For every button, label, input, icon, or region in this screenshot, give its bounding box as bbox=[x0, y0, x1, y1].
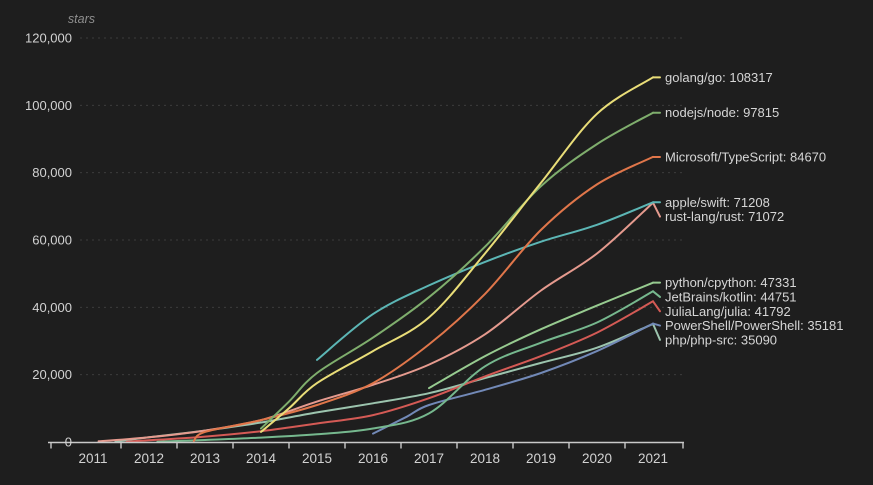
x-tick-label: 2017 bbox=[414, 451, 444, 466]
series-line-julialang-julia bbox=[125, 300, 654, 443]
series-line-jetbrains-kotlin bbox=[156, 290, 654, 443]
x-tick-label: 2021 bbox=[638, 451, 668, 466]
series-end-labels: golang/go: 108317 nodejs/node: 97815 Micro… bbox=[665, 70, 844, 348]
series-end-label-rust-lang-rust: rust-lang/rust: 71072 bbox=[665, 209, 784, 224]
y-axis-title: stars bbox=[68, 12, 95, 26]
y-tick-label: 120,000 bbox=[25, 31, 72, 46]
series-end-label-nodejs-node: nodejs/node: 97815 bbox=[665, 105, 779, 120]
series-end-label-jetbrains-kotlin: JetBrains/kotlin: 44751 bbox=[665, 289, 797, 304]
x-tick-label: 2014 bbox=[246, 451, 277, 466]
series-line-powershell-powershell bbox=[372, 322, 654, 435]
series-line-php-php-src bbox=[114, 322, 654, 443]
x-tick-label: 2018 bbox=[470, 451, 500, 466]
tick-labels: 0 20,000 40,000 60,000 80,000 100,000 120,000 2… bbox=[25, 31, 668, 467]
series-leader bbox=[652, 201, 661, 218]
series-end-label-php-php-src: php/php-src: 35090 bbox=[665, 332, 777, 347]
y-tick-label: 40,000 bbox=[32, 300, 72, 315]
series-end-label-golang-go: golang/go: 108317 bbox=[665, 70, 773, 85]
series-line-golang-go bbox=[260, 76, 654, 433]
series-end-label-python-cpython: python/cpython: 47331 bbox=[665, 275, 797, 290]
y-tick-label: 100,000 bbox=[25, 98, 72, 113]
series-lines bbox=[97, 76, 661, 443]
series-leader bbox=[652, 290, 661, 298]
x-tick-label: 2016 bbox=[358, 451, 388, 466]
y-tick-label: 20,000 bbox=[32, 367, 72, 382]
x-tick-label: 2015 bbox=[302, 451, 332, 466]
series-line-microsoft-typescript bbox=[192, 155, 654, 442]
y-tick-label: 60,000 bbox=[32, 233, 72, 248]
series-end-label-microsoft-typescript: Microsoft/TypeScript: 84670 bbox=[665, 149, 826, 164]
gridlines bbox=[80, 37, 684, 376]
x-tick-label: 2019 bbox=[526, 451, 556, 466]
series-line-python-cpython bbox=[428, 281, 654, 390]
series-leader bbox=[652, 300, 661, 313]
series-line-apple-swift bbox=[316, 201, 654, 361]
x-tick-label: 2013 bbox=[190, 451, 220, 466]
x-axis bbox=[48, 441, 684, 449]
x-tick-label: 2020 bbox=[582, 451, 612, 466]
x-tick-label: 2012 bbox=[134, 451, 164, 466]
x-tick-label: 2011 bbox=[78, 451, 107, 466]
series-end-label-powershell-powershell: PowerShell/PowerShell: 35181 bbox=[665, 318, 844, 333]
series-end-label-apple-swift: apple/swift: 71208 bbox=[665, 195, 770, 210]
series-line-nodejs-node bbox=[260, 111, 654, 430]
series-line-rust-lang-rust bbox=[97, 201, 654, 443]
y-tick-label: 80,000 bbox=[32, 165, 72, 180]
y-tick-label: 0 bbox=[65, 435, 72, 450]
series-leader bbox=[652, 322, 661, 341]
series-leader bbox=[652, 322, 661, 327]
series-end-label-julialang-julia: JuliaLang/julia: 41792 bbox=[665, 304, 791, 319]
